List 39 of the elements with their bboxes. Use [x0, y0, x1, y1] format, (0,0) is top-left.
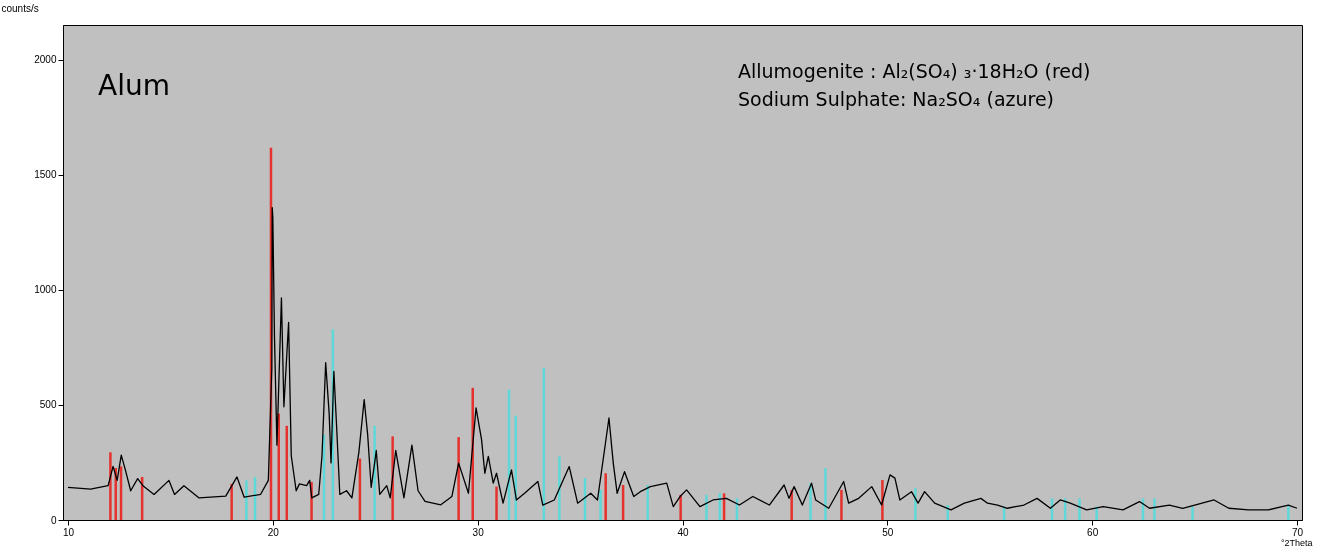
bar	[705, 494, 708, 520]
y-tick-label: 0	[50, 514, 57, 526]
bar	[558, 456, 561, 520]
x-tick-label: 30	[472, 526, 485, 538]
bar	[1287, 505, 1290, 520]
annotation: Sodium Sulphate: Na₂SO₄ (azure)	[738, 88, 1055, 110]
bar	[790, 489, 793, 520]
bar	[1153, 498, 1156, 520]
x-tick-label: 40	[677, 526, 689, 538]
x-tick-label: 10	[62, 526, 75, 538]
bar	[604, 473, 607, 520]
bar	[646, 485, 649, 520]
y-tick-label: 2000	[34, 54, 57, 66]
bar	[840, 489, 843, 520]
bar	[679, 494, 682, 520]
bar	[599, 489, 602, 520]
x-tick-label: 50	[882, 526, 894, 538]
annotation: Alum	[98, 69, 170, 102]
y-tick-label: 1500	[34, 169, 57, 181]
line-series	[67, 206, 1298, 511]
x-tick-label: 70	[1291, 526, 1304, 538]
y-axis-title: counts/s	[1, 2, 39, 14]
annotation: Allumogenite : Al₂(SO₄) ₃·18H₂O (red)	[738, 60, 1091, 82]
bar	[1078, 498, 1081, 520]
bar	[495, 486, 498, 520]
bar	[914, 488, 917, 520]
bar	[824, 468, 827, 520]
bar	[114, 467, 117, 520]
bar	[809, 483, 812, 520]
x-axis-title: °2Theta	[1280, 537, 1313, 548]
x-tick-label: 60	[1087, 526, 1099, 538]
bar	[1191, 506, 1194, 520]
bar	[230, 483, 233, 520]
bar	[245, 480, 248, 520]
y-tick-label: 1000	[34, 284, 57, 296]
x-tick-label: 20	[267, 526, 280, 538]
y-tick-label: 500	[39, 399, 57, 411]
bar	[109, 452, 112, 520]
bar	[457, 437, 460, 520]
